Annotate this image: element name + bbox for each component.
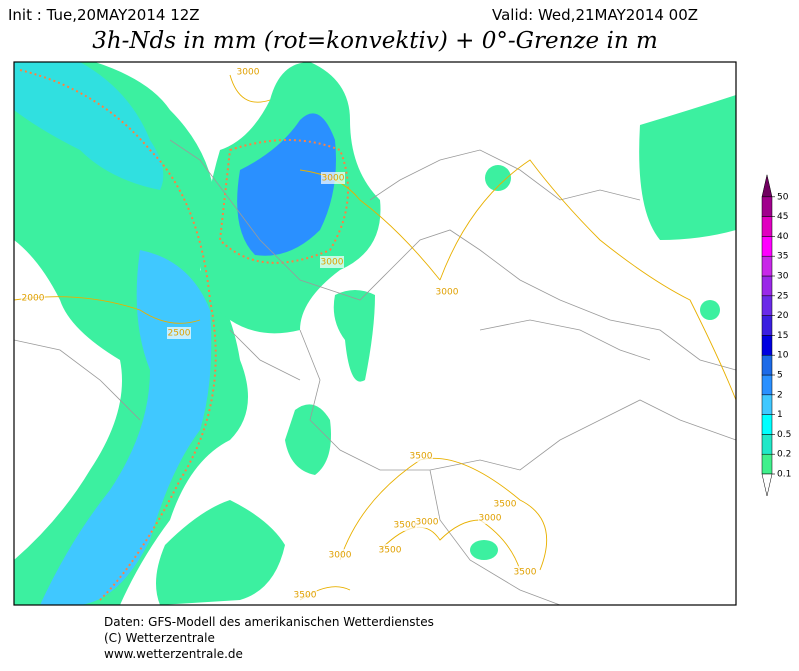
convective-outline — [218, 139, 349, 264]
colorbar-box — [761, 275, 773, 297]
contour-label: 3500 — [294, 591, 317, 601]
colorbar-label: 45 — [777, 212, 788, 222]
precip-area — [639, 95, 736, 240]
colorbar-box — [761, 236, 773, 257]
colorbar-box — [761, 255, 773, 277]
contour-label-bg — [320, 256, 344, 268]
contour-label-bg — [393, 519, 417, 531]
colorbar-label: 30 — [777, 272, 789, 282]
map-title: 3h-Nds in mm (rot=konvektiv) + 0°-Grenze… — [92, 28, 658, 54]
contour-label-bg — [21, 292, 45, 304]
contour-label: 3000 — [436, 288, 459, 298]
contour-label: 3000 — [479, 514, 502, 524]
contour-label-bg — [435, 286, 459, 298]
precip-area — [14, 62, 164, 190]
precip-area — [285, 404, 331, 475]
isoline — [13, 296, 548, 601]
precip-area — [700, 300, 720, 320]
valid-time: Valid: Wed,21MAY2014 00Z — [492, 6, 698, 24]
colorbar-box — [761, 453, 773, 475]
colorbar-under — [761, 473, 773, 497]
contour-label-bg — [409, 450, 433, 462]
colorbar-over — [761, 174, 773, 198]
contour-label: 3000 — [322, 174, 345, 184]
contour-label-bg — [415, 516, 439, 528]
colorbar-box — [761, 414, 773, 435]
contour-label-bg — [321, 172, 345, 184]
convective-outline — [19, 69, 217, 601]
colorbar-box — [761, 196, 773, 217]
colorbar-label: 15 — [777, 331, 788, 341]
contour-label: 3500 — [494, 500, 517, 510]
border — [299, 329, 737, 471]
contour-label: 3000 — [416, 518, 439, 528]
colorbar-box — [761, 354, 773, 376]
precip-area — [156, 500, 285, 605]
colorbar-box — [761, 374, 773, 396]
precip-area — [470, 540, 498, 560]
map-area — [13, 61, 737, 606]
contour-label-bg — [167, 327, 191, 339]
contour-label: 3500 — [394, 521, 417, 531]
colorbar-label: 10 — [777, 351, 789, 361]
map-frame — [13, 61, 737, 606]
precip-area — [14, 62, 248, 605]
colorbar-label: 0.2 — [777, 450, 791, 460]
contour-label-bg — [513, 566, 537, 578]
contour-label-bg — [328, 549, 352, 561]
colorbar-label: 1 — [777, 410, 783, 420]
colorbar-box — [761, 335, 773, 356]
footer-source: Daten: GFS-Modell des amerikanischen Wet… — [104, 615, 434, 629]
contour-label: 3500 — [410, 452, 433, 462]
contour-label: 2500 — [168, 329, 191, 339]
colorbar-box — [761, 434, 773, 455]
contour-label: 3500 — [379, 546, 402, 556]
colorbar-label: 35 — [777, 252, 788, 262]
footer-url: www.wetterzentrale.de — [104, 647, 243, 661]
contour-labels: 3000300030003000200025003500350035003000… — [21, 66, 537, 601]
contour-label-bg — [236, 66, 260, 78]
colorbar-label: 2 — [777, 390, 783, 400]
colorbar-label: 25 — [777, 291, 788, 301]
contour-label: 3000 — [237, 68, 260, 78]
colorbar-box — [761, 216, 773, 237]
contour-label-bg — [493, 498, 517, 510]
colorbar-label: 40 — [777, 232, 789, 242]
contour-label: 3000 — [321, 258, 344, 268]
contour-label-bg — [293, 589, 317, 601]
contour-label: 2000 — [22, 294, 45, 304]
contour-label: 3000 — [329, 551, 352, 561]
border — [13, 149, 651, 606]
colorbar-label: 5 — [777, 371, 783, 381]
colorbar-label: 50 — [777, 192, 789, 202]
colorbar-box — [761, 295, 773, 316]
contour-label: 3500 — [514, 568, 537, 578]
contour-label-bg — [378, 544, 402, 556]
precip-area — [237, 113, 336, 256]
footer-copyright: (C) Wetterzentrale — [104, 631, 215, 645]
contour-label-bg — [478, 512, 502, 524]
colorbar-label: 20 — [777, 311, 789, 321]
colorbar-label: 0.1 — [777, 470, 791, 480]
colorbar-box — [761, 315, 773, 336]
precip-area — [485, 165, 511, 191]
init-time: Init : Tue,20MAY2014 12Z — [8, 6, 200, 24]
precip-area — [333, 290, 375, 382]
colorbar-label: 0.5 — [777, 430, 791, 440]
border — [169, 139, 737, 371]
colorbar-box — [761, 394, 773, 415]
